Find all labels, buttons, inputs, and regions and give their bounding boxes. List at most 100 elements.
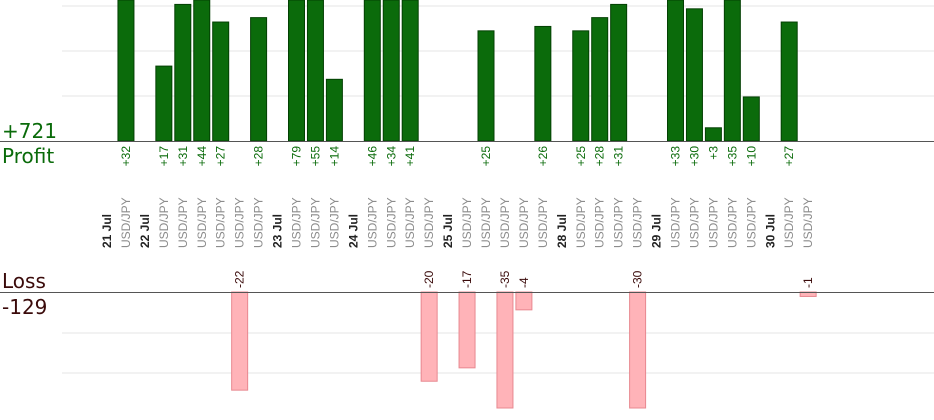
pair-label: USD/JPY	[498, 197, 512, 248]
profit-value-label: +34	[384, 146, 398, 167]
pair-label: USD/JPY	[327, 197, 341, 248]
profit-bar	[572, 30, 590, 142]
date-label: 21 Jul	[100, 214, 114, 248]
profit-bar	[117, 0, 135, 142]
loss-value-label: -35	[498, 270, 512, 288]
pair-label: USD/JPY	[290, 197, 304, 248]
loss-value-label: -4	[517, 277, 531, 288]
loss-value-label: -17	[460, 270, 474, 288]
pair-label: USD/JPY	[631, 197, 645, 248]
profit-value-label: +28	[593, 146, 607, 167]
loss-bar	[515, 291, 533, 311]
profit-bar	[477, 30, 495, 142]
pair-label: USD/JPY	[365, 197, 379, 248]
loss-title: Loss	[2, 269, 46, 293]
date-label: 28 Jul	[555, 214, 569, 248]
loss-value-label: -22	[233, 270, 247, 288]
pair-label: USD/JPY	[574, 197, 588, 248]
loss-value-label: -1	[801, 277, 815, 288]
pair-label: USD/JPY	[706, 197, 720, 248]
profit-bar	[723, 0, 741, 142]
profit-bar	[174, 3, 192, 142]
profit-value-label: +30	[687, 146, 701, 167]
profit-value-label: +25	[479, 146, 493, 167]
pair-label: USD/JPY	[801, 197, 815, 248]
profit-value-label: +28	[252, 146, 266, 167]
profit-value-label: +25	[574, 146, 588, 167]
pair-label: USD/JPY	[119, 197, 133, 248]
profit-value-label: +14	[327, 146, 341, 167]
profit-bar	[704, 127, 722, 142]
date-label: 23 Jul	[271, 214, 285, 248]
pair-label: USD/JPY	[460, 197, 474, 248]
profit-value-label: +79	[290, 146, 304, 167]
profit-value-label: +35	[725, 146, 739, 167]
pair-label: USD/JPY	[479, 197, 493, 248]
pair-label: USD/JPY	[725, 197, 739, 248]
pair-label: USD/JPY	[233, 197, 247, 248]
profit-value-label: +55	[308, 146, 322, 167]
profit-bar	[155, 65, 173, 142]
loss-bar	[629, 291, 647, 409]
pair-label: USD/JPY	[517, 197, 531, 248]
pair-label: USD/JPY	[744, 197, 758, 248]
date-label: 30 Jul	[763, 214, 777, 248]
pair-label: USD/JPY	[422, 197, 436, 248]
profit-value-label: +31	[176, 146, 190, 167]
profit-value-label: +27	[782, 146, 796, 167]
profit-bar	[306, 0, 324, 142]
pair-label: USD/JPY	[593, 197, 607, 248]
profit-bar	[667, 0, 684, 142]
date-label: 29 Jul	[650, 214, 664, 248]
pair-label: USD/JPY	[252, 197, 266, 248]
profit-title: Profit	[2, 144, 55, 168]
loss-bar	[496, 291, 514, 409]
total-loss-value: -129	[2, 295, 48, 319]
profit-bar	[401, 0, 419, 142]
pair-label: USD/JPY	[308, 197, 322, 248]
loss-value-label: -30	[631, 270, 645, 288]
profit-bar	[212, 21, 230, 142]
pair-label: USD/JPY	[782, 197, 796, 248]
profit-value-label: +41	[403, 146, 417, 167]
loss-value-label: -20	[422, 270, 436, 288]
profit-bar	[591, 17, 609, 142]
profit-value-label: +3	[706, 146, 720, 160]
date-label: 22 Jul	[138, 214, 152, 248]
profit-bar	[250, 17, 268, 142]
pair-label: USD/JPY	[214, 197, 228, 248]
profit-value-label: +33	[669, 146, 683, 167]
pair-label: USD/JPY	[669, 197, 683, 248]
profit-bar	[780, 21, 798, 142]
profit-bar	[363, 0, 381, 142]
loss-bar	[420, 291, 438, 382]
profit-value-label: +26	[536, 146, 550, 167]
loss-bar	[231, 291, 249, 391]
pair-label: USD/JPY	[195, 197, 209, 248]
profit-bar	[288, 0, 305, 142]
profit-value-label: +44	[195, 146, 209, 167]
date-label: 24 Jul	[346, 214, 360, 248]
pair-label: USD/JPY	[612, 197, 626, 248]
profit-bar	[610, 3, 628, 142]
profit-bar	[685, 8, 703, 142]
profit-bar	[325, 78, 343, 142]
pair-label: USD/JPY	[157, 197, 171, 248]
profit-value-label: +17	[157, 146, 171, 167]
pair-label: USD/JPY	[176, 197, 190, 248]
profit-bar	[742, 96, 760, 142]
pair-label: USD/JPY	[403, 197, 417, 248]
profit-bar	[534, 25, 552, 142]
profit-bar	[193, 0, 211, 142]
profit-value-label: +10	[744, 146, 758, 167]
pair-label: USD/JPY	[384, 197, 398, 248]
pair-label: USD/JPY	[536, 197, 550, 248]
date-label: 25 Jul	[441, 214, 455, 248]
profit-value-label: +32	[119, 146, 133, 167]
profit-value-label: +31	[612, 146, 626, 167]
profit-value-label: +46	[365, 146, 379, 167]
profit-bar	[382, 0, 400, 142]
loss-bar	[458, 291, 476, 369]
profit-value-label: +27	[214, 146, 228, 167]
